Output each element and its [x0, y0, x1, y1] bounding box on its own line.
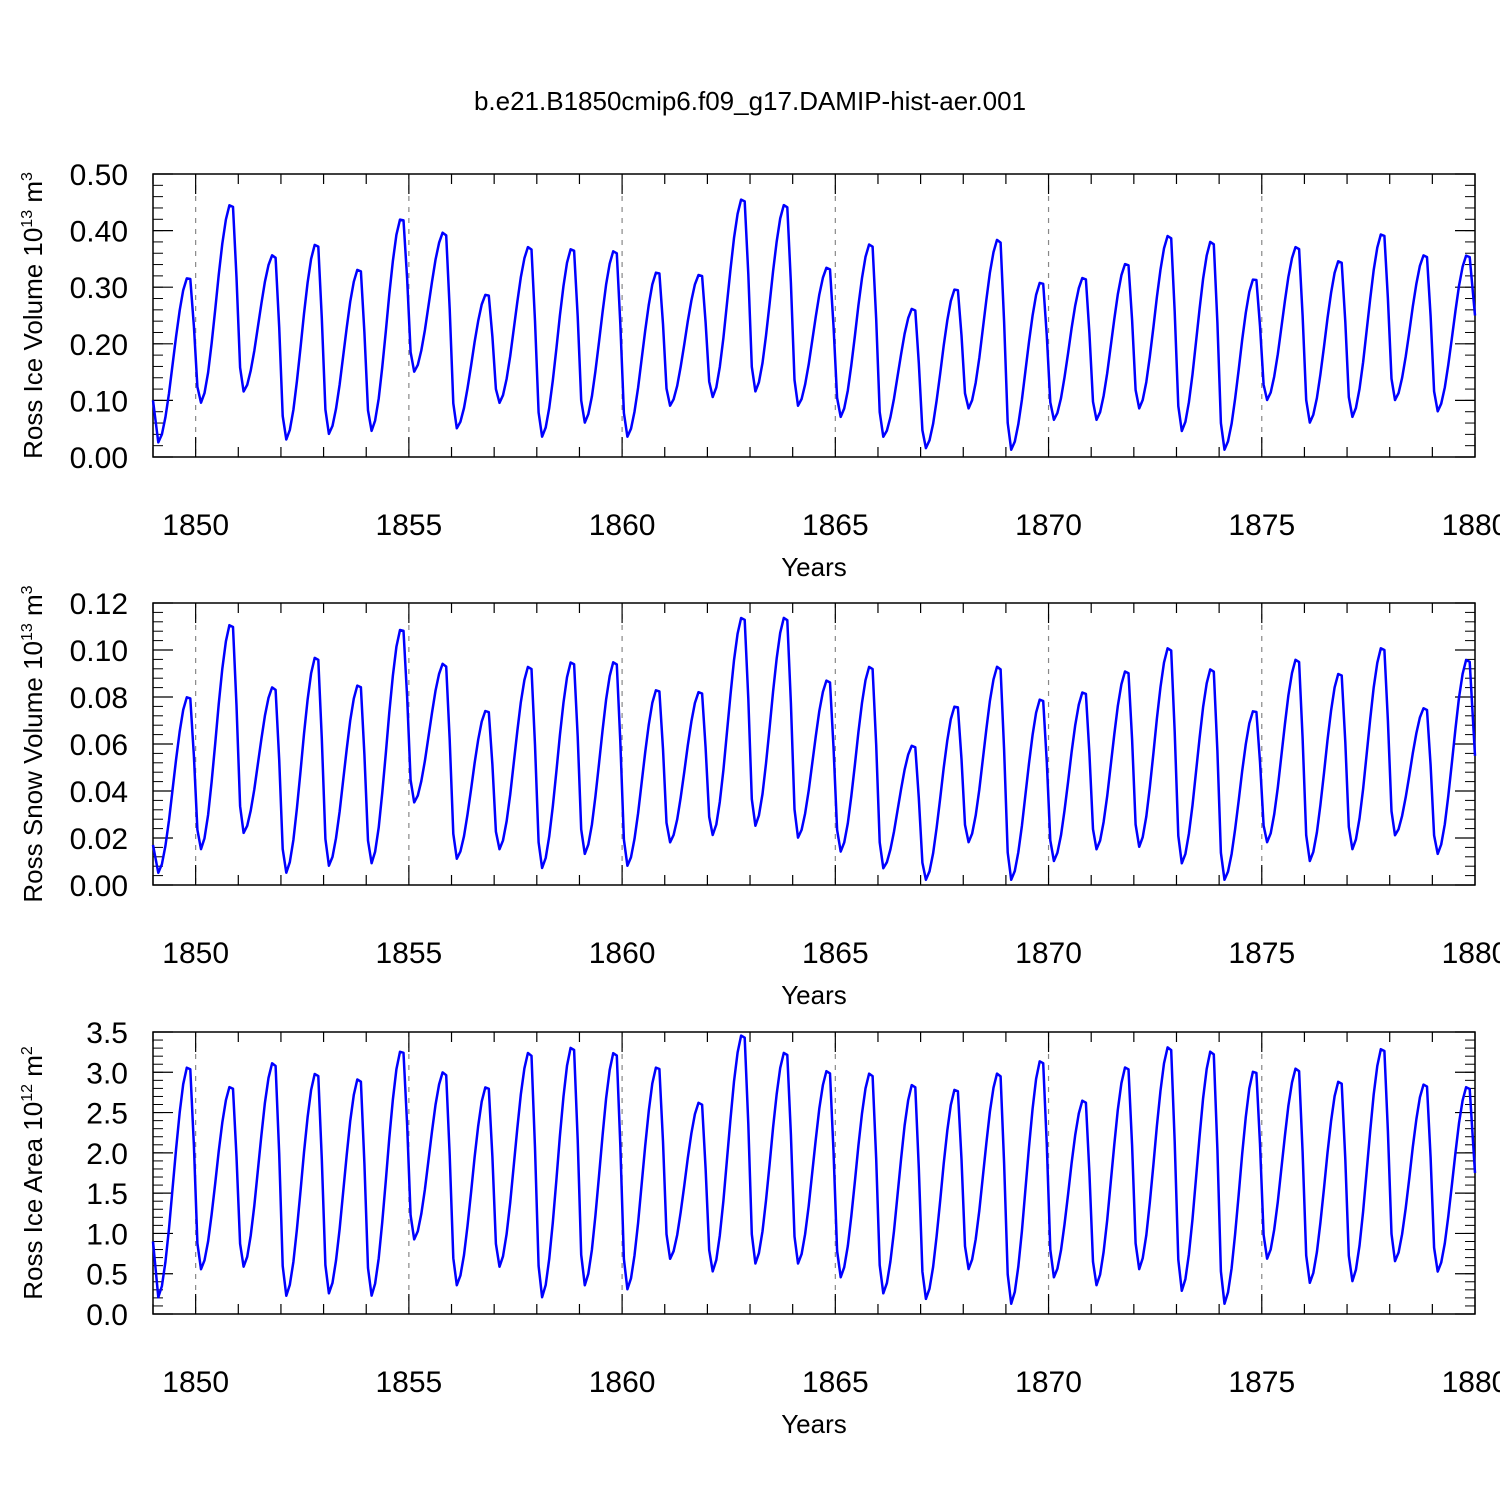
x-tick-label: 1850 — [162, 1366, 229, 1399]
y-axis-title: Ross Ice Area 1012 m2 — [18, 1046, 48, 1300]
y-tick-label: 0.5 — [86, 1259, 128, 1292]
x-tick-label: 1860 — [589, 1366, 656, 1399]
y-tick-label: 0.30 — [70, 272, 128, 305]
x-tick-label: 1875 — [1228, 937, 1295, 970]
x-tick-label: 1880 — [1442, 937, 1500, 970]
x-tick-label: 1855 — [375, 937, 442, 970]
x-axis-title: Years — [781, 1409, 847, 1439]
series-line — [151, 616, 1477, 882]
y-tick-label: 3.5 — [86, 1017, 128, 1050]
y-axis-title: Ross Ice Volume 1013 m3 — [18, 172, 48, 459]
x-tick-label: 1875 — [1228, 509, 1295, 542]
y-tick-label: 0.10 — [70, 385, 128, 418]
figure-title: b.e21.B1850cmip6.f09_g17.DAMIP-hist-aer.… — [474, 86, 1026, 116]
y-tick-label: 0.02 — [70, 823, 128, 856]
y-tick-label: 1.5 — [86, 1178, 128, 1211]
x-tick-label: 1880 — [1442, 509, 1500, 542]
x-tick-label: 1870 — [1015, 509, 1082, 542]
x-tick-label: 1850 — [162, 509, 229, 542]
x-tick-label: 1865 — [802, 1366, 869, 1399]
y-tick-label: 1.0 — [86, 1218, 128, 1251]
series-line — [151, 198, 1477, 451]
x-tick-label: 1880 — [1442, 1366, 1500, 1399]
y-tick-label: 0.00 — [70, 442, 128, 475]
x-tick-label: 1855 — [375, 1366, 442, 1399]
y-tick-label: 2.0 — [86, 1138, 128, 1171]
x-tick-label: 1865 — [802, 937, 869, 970]
y-tick-label: 0.12 — [70, 588, 128, 621]
y-tick-label: 0.20 — [70, 329, 128, 362]
x-tick-label: 1850 — [162, 937, 229, 970]
y-tick-label: 0.40 — [70, 216, 128, 249]
y-tick-label: 2.5 — [86, 1098, 128, 1131]
x-tick-label: 1860 — [589, 509, 656, 542]
y-tick-label: 0.00 — [70, 870, 128, 903]
y-tick-label: 0.08 — [70, 682, 128, 715]
x-tick-label: 1860 — [589, 937, 656, 970]
y-tick-label: 3.0 — [86, 1057, 128, 1090]
y-axis-title: Ross Snow Volume 1013 m3 — [18, 585, 48, 902]
chart-panel-2: 1850 1855 1860 1865 1870 1875 1880 Years 0.00 0.0… — [18, 585, 1500, 1010]
y-tick-label: 0.10 — [70, 635, 128, 668]
x-tick-label: 1865 — [802, 509, 869, 542]
x-tick-label: 1875 — [1228, 1366, 1295, 1399]
y-tick-label: 0.0 — [86, 1299, 128, 1332]
y-tick-label: 0.50 — [70, 159, 128, 192]
panels: 1850 1855 1860 1865 1870 1875 1880 Years 0.00 0.1… — [18, 159, 1500, 1439]
x-tick-label: 1855 — [375, 509, 442, 542]
x-tick-label: 1870 — [1015, 937, 1082, 970]
x-tick-label: 1870 — [1015, 1366, 1082, 1399]
y-tick-label: 0.06 — [70, 729, 128, 762]
y-tick-label: 0.04 — [70, 776, 128, 809]
chart-panel-1: 1850 1855 1860 1865 1870 1875 1880 Years 0.00 0.1… — [18, 159, 1500, 582]
x-axis-title: Years — [781, 552, 847, 582]
chart-panel-3: 1850 1855 1860 1865 1870 1875 1880 Years 0.0 0.5 1… — [18, 1017, 1500, 1439]
series-line — [151, 1034, 1477, 1305]
x-axis-title: Years — [781, 980, 847, 1010]
